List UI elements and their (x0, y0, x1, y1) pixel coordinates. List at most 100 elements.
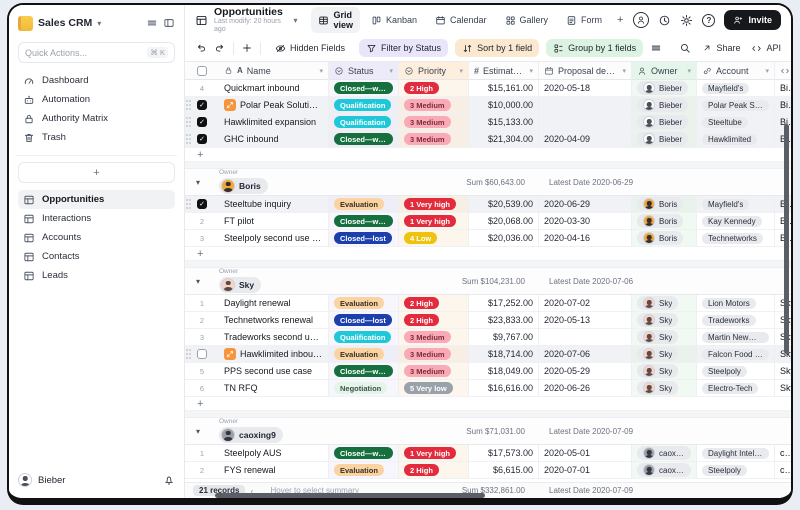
table-row[interactable]: ✓ Polar Peak Solutions Qualification 3 M… (185, 97, 791, 114)
group-header[interactable]: ▾ Owner caoxing9 Latest Date 2020-07-09 … (185, 418, 791, 445)
table-row[interactable]: 5 PPS second use case Closed—won 3 Mediu… (185, 363, 791, 380)
row-checkbox[interactable] (197, 349, 207, 359)
table-row[interactable]: 1 Steelpoly AUS Closed—won 1 Very high $… (185, 445, 791, 462)
group-collapse-icon[interactable]: ▾ (196, 276, 201, 286)
group-collapse-icon[interactable]: ▾ (196, 177, 201, 187)
chevron-down-icon[interactable]: ▾ (529, 67, 533, 75)
sidebar-item-authority-matrix[interactable]: Authority Matrix (18, 109, 175, 128)
expand-record-button[interactable] (224, 99, 236, 111)
invite-button[interactable]: Invite (724, 10, 781, 30)
sidebar-table-opportunities[interactable]: Opportunities (18, 190, 175, 209)
group-latest-date[interactable]: Latest Date 2020-07-09 (549, 426, 634, 436)
user-avatar[interactable] (18, 473, 32, 487)
footer-sum[interactable]: Sum $332,861.00 (461, 486, 525, 495)
group-latest-date[interactable]: Latest Date 2020-07-06 (549, 276, 634, 286)
chevron-down-icon[interactable]: ▾ (622, 67, 626, 75)
add-table-button[interactable]: + (18, 162, 175, 183)
gear-icon[interactable] (680, 14, 693, 27)
undo-icon[interactable] (195, 42, 207, 54)
add-row-button[interactable]: + (185, 148, 791, 162)
view-tab-grid-view[interactable]: Grid view (311, 7, 360, 33)
toggle-sidebar-icon[interactable] (163, 17, 175, 29)
view-tab-gallery[interactable]: Gallery (498, 12, 556, 29)
footer-chevron-icon[interactable]: ‹ (250, 485, 254, 496)
column-header-account[interactable]: Account ▾ (697, 62, 775, 80)
table-row[interactable]: ✓ Hawklimited expansion Qualification 3 … (185, 114, 791, 131)
search-icon[interactable] (679, 42, 691, 54)
chevron-down-icon[interactable]: ▾ (389, 67, 393, 75)
group-latest-date[interactable]: Latest Date 2020-06-29 (549, 177, 634, 187)
record-count[interactable]: 21 records (193, 485, 246, 496)
add-record-icon[interactable] (241, 42, 253, 54)
chevron-down-icon[interactable]: ▾ (319, 67, 323, 75)
table-row[interactable]: 2 FYS renewal Evaluation 2 High $6,615.0… (185, 462, 791, 479)
select-all-checkbox[interactable] (197, 65, 207, 76)
collapse-list-icon[interactable] (146, 17, 158, 29)
workspace-chevron-icon[interactable]: ▾ (97, 18, 102, 28)
row-checkbox[interactable]: ✓ (197, 100, 207, 110)
sidebar-table-contacts[interactable]: Contacts (18, 247, 175, 266)
filter-button[interactable]: Filter by Status (359, 39, 449, 57)
select-all-cell[interactable] (185, 62, 219, 80)
sidebar-table-interactions[interactable]: Interactions (18, 209, 175, 228)
chevron-down-icon[interactable]: ▾ (459, 67, 463, 75)
table-row[interactable]: 3 Tradeworks second use c... Qualificati… (185, 329, 791, 346)
sidebar-item-automation[interactable]: Automation (18, 90, 175, 109)
table-row[interactable]: 6 TN RFQ Negotiation 5 Very low $16,616.… (185, 380, 791, 397)
drag-handle[interactable] (186, 199, 188, 201)
share-button[interactable]: Share (702, 43, 740, 53)
row-checkbox[interactable]: ✓ (197, 199, 207, 209)
sort-button[interactable]: Sort by 1 field (455, 39, 540, 57)
column-header-estimated-value[interactable]: #Estimated value▾ (469, 62, 539, 80)
api-button[interactable]: API (751, 43, 781, 54)
hidden-fields-button[interactable]: Hidden Fields (268, 39, 352, 57)
table-row[interactable]: ✓ GHC inbound Closed—won 3 Medium $21,30… (185, 131, 791, 148)
vertical-scrollbar[interactable] (784, 124, 789, 354)
account-avatar-icon[interactable] (633, 12, 650, 28)
drag-handle[interactable] (186, 117, 188, 119)
column-header-owner[interactable]: Owner ▾ (632, 62, 697, 80)
footer-latest-date[interactable]: Latest Date 2020-07-09 (549, 486, 634, 495)
view-tab-calendar[interactable]: Calendar (428, 12, 494, 29)
group-header[interactable]: ▾ Owner Boris Latest Date 2020-06-29 Sum… (185, 169, 791, 196)
title-chevron-icon[interactable]: ▾ (293, 15, 298, 25)
row-height-icon[interactable] (650, 42, 662, 54)
table-row[interactable]: Hawklimited inbound req Evaluation 3 Med… (185, 346, 791, 363)
help-icon[interactable]: ? (702, 13, 716, 27)
bell-icon[interactable] (163, 474, 175, 486)
table-row[interactable]: 2 Technetworks renewal Closed—lost 2 Hig… (185, 312, 791, 329)
column-header-owner[interactable]: Owner (775, 62, 791, 80)
column-header-priority[interactable]: Priority ▾ (399, 62, 469, 80)
view-tab-kanban[interactable]: Kanban (364, 12, 424, 29)
table-row[interactable]: ✓ Steeltube inquiry Evaluation 1 Very hi… (185, 196, 791, 213)
table-row[interactable]: 3 Steelpoly second use case Closed—lost … (185, 230, 791, 247)
row-checkbox[interactable]: ✓ (197, 134, 207, 144)
group-sum[interactable]: Sum $71,031.00 (466, 426, 525, 436)
add-row-button[interactable]: + (185, 247, 791, 261)
table-row[interactable]: 2 FT pilot Closed—won 1 Very high $20,06… (185, 213, 791, 230)
drag-handle[interactable] (186, 349, 188, 351)
group-collapse-icon[interactable]: ▾ (196, 426, 201, 436)
sidebar-item-trash[interactable]: Trash (18, 128, 175, 147)
horizontal-scrollbar[interactable] (215, 493, 485, 498)
add-view-button[interactable]: + (617, 14, 624, 26)
sidebar-item-dashboard[interactable]: Dashboard (18, 71, 175, 90)
group-header[interactable]: ▾ Owner Sky Latest Date 2020-07-06 Sum $… (185, 268, 791, 295)
history-icon[interactable] (658, 14, 671, 27)
table-row[interactable]: 1 Daylight renewal Evaluation 2 High $17… (185, 295, 791, 312)
drag-handle[interactable] (186, 100, 188, 102)
expand-record-button[interactable] (224, 348, 236, 360)
chevron-down-icon[interactable]: ▾ (687, 67, 691, 75)
group-button[interactable]: Group by 1 fields (546, 39, 644, 57)
column-header-status[interactable]: Status ▾ (329, 62, 399, 80)
redo-icon[interactable] (214, 42, 226, 54)
add-row-button[interactable]: + (185, 397, 791, 411)
workspace-name[interactable]: Sales CRM (38, 17, 93, 29)
column-header-name[interactable]: A Name ▾ (219, 62, 329, 80)
group-sum[interactable]: Sum $104,231.00 (461, 276, 525, 286)
column-header-proposal-deadline[interactable]: Proposal deadline▾ (539, 62, 632, 80)
quick-actions-search[interactable]: Quick Actions... ⌘ K (18, 42, 175, 63)
drag-handle[interactable] (186, 134, 188, 136)
table-row[interactable]: 4 Quickmart inbound Closed—won 2 High $1… (185, 80, 791, 97)
sidebar-table-accounts[interactable]: Accounts (18, 228, 175, 247)
